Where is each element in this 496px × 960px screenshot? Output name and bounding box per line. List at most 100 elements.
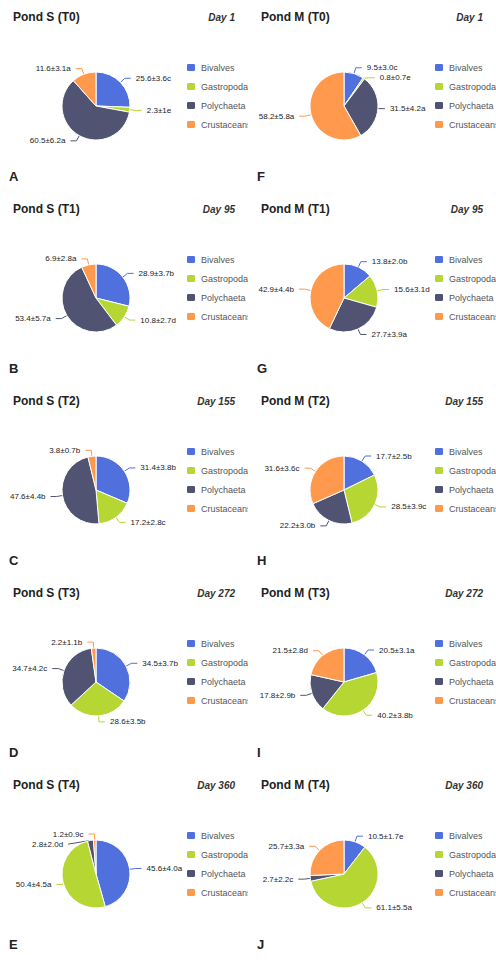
svg-text:Polychaeta: Polychaeta — [201, 869, 246, 879]
svg-text:Bivalves: Bivalves — [201, 447, 235, 457]
svg-text:G: G — [257, 361, 267, 376]
svg-text:17.7±2.5b: 17.7±2.5b — [376, 452, 412, 461]
svg-text:Pond S (T4): Pond S (T4) — [13, 778, 80, 792]
svg-text:20.5±3.1a: 20.5±3.1a — [379, 646, 415, 655]
svg-text:Gastropoda: Gastropoda — [201, 850, 248, 860]
svg-text:31.4±3.8b: 31.4±3.8b — [140, 463, 176, 472]
svg-text:I: I — [257, 745, 261, 760]
svg-text:Day 95: Day 95 — [203, 204, 236, 215]
svg-text:22.2±3.0b: 22.2±3.0b — [280, 521, 316, 530]
svg-text:Gastropoda: Gastropoda — [201, 274, 248, 284]
svg-text:Crustaceans: Crustaceans — [201, 120, 248, 130]
svg-text:Bivalves: Bivalves — [201, 639, 235, 649]
svg-text:Bivalves: Bivalves — [449, 447, 483, 457]
svg-text:Crustaceans: Crustaceans — [201, 888, 248, 898]
svg-text:Gastropoda: Gastropoda — [449, 82, 496, 92]
svg-text:A: A — [9, 169, 19, 184]
svg-text:Crustaceans: Crustaceans — [449, 120, 496, 130]
svg-text:Crustaceans: Crustaceans — [449, 312, 496, 322]
svg-text:Pond M (T4): Pond M (T4) — [261, 778, 330, 792]
svg-text:Crustaceans: Crustaceans — [201, 504, 248, 514]
svg-text:Polychaeta: Polychaeta — [449, 101, 494, 111]
svg-text:17.2±2.8c: 17.2±2.8c — [131, 518, 166, 527]
svg-text:0.8±0.7e: 0.8±0.7e — [380, 73, 412, 82]
svg-text:2.2±1.1b: 2.2±1.1b — [51, 638, 83, 647]
svg-text:27.7±3.9a: 27.7±3.9a — [371, 330, 407, 339]
svg-text:Pond M (T2): Pond M (T2) — [261, 394, 330, 408]
svg-text:Day 1: Day 1 — [456, 12, 483, 23]
svg-text:B: B — [9, 361, 18, 376]
svg-text:3.8±0.7b: 3.8±0.7b — [49, 446, 81, 455]
svg-text:50.4±4.5a: 50.4±4.5a — [16, 880, 52, 889]
svg-text:1.2±0.9c: 1.2±0.9c — [53, 830, 84, 839]
svg-text:2.8±2.0d: 2.8±2.0d — [32, 840, 63, 849]
svg-text:58.2±5.8a: 58.2±5.8a — [259, 112, 295, 121]
svg-text:Day 360: Day 360 — [197, 780, 235, 791]
svg-text:Polychaeta: Polychaeta — [449, 293, 494, 303]
svg-text:17.8±2.9b: 17.8±2.9b — [260, 691, 296, 700]
svg-text:53.4±5.7a: 53.4±5.7a — [15, 314, 51, 323]
svg-text:15.6±3.1d: 15.6±3.1d — [394, 285, 430, 294]
svg-text:Bivalves: Bivalves — [449, 831, 483, 841]
svg-text:H: H — [257, 553, 266, 568]
svg-text:47.6±4.4b: 47.6±4.4b — [10, 492, 46, 501]
svg-text:Crustaceans: Crustaceans — [201, 696, 248, 706]
svg-text:28.5±3.9c: 28.5±3.9c — [391, 502, 426, 511]
svg-text:Bivalves: Bivalves — [201, 255, 235, 265]
svg-text:40.2±3.8b: 40.2±3.8b — [377, 711, 413, 720]
svg-text:28.6±3.5b: 28.6±3.5b — [110, 717, 146, 726]
svg-text:Polychaeta: Polychaeta — [449, 485, 494, 495]
svg-text:9.5±3.0c: 9.5±3.0c — [367, 63, 398, 72]
svg-text:Day 272: Day 272 — [445, 588, 483, 599]
svg-text:Polychaeta: Polychaeta — [449, 677, 494, 687]
svg-text:Day 272: Day 272 — [197, 588, 235, 599]
svg-text:Bivalves: Bivalves — [201, 63, 235, 73]
svg-text:Polychaeta: Polychaeta — [201, 485, 246, 495]
svg-text:34.5±3.7b: 34.5±3.7b — [142, 659, 178, 668]
svg-text:E: E — [9, 937, 18, 952]
svg-text:C: C — [9, 553, 19, 568]
svg-text:Polychaeta: Polychaeta — [449, 869, 494, 879]
svg-text:Pond M (T1): Pond M (T1) — [261, 202, 330, 216]
svg-text:Polychaeta: Polychaeta — [201, 101, 246, 111]
svg-text:11.6±3.1a: 11.6±3.1a — [36, 64, 71, 73]
svg-text:Bivalves: Bivalves — [201, 831, 235, 841]
svg-text:25.6±3.6c: 25.6±3.6c — [136, 74, 171, 83]
svg-text:Pond M (T3): Pond M (T3) — [261, 586, 330, 600]
svg-text:Pond S (T2): Pond S (T2) — [13, 394, 80, 408]
svg-text:Gastropoda: Gastropoda — [201, 466, 248, 476]
svg-text:31.6±3.6c: 31.6±3.6c — [264, 464, 299, 473]
svg-text:Pond S (T3): Pond S (T3) — [13, 586, 80, 600]
svg-text:Day 155: Day 155 — [197, 396, 235, 407]
svg-text:F: F — [257, 169, 265, 184]
svg-text:25.7±3.3a: 25.7±3.3a — [269, 842, 305, 851]
svg-text:Pond S (T1): Pond S (T1) — [13, 202, 80, 216]
svg-text:Gastropoda: Gastropoda — [201, 82, 248, 92]
svg-text:Bivalves: Bivalves — [449, 63, 483, 73]
svg-text:45.6±4.0a: 45.6±4.0a — [147, 864, 183, 873]
svg-text:J: J — [257, 937, 264, 952]
svg-text:Crustaceans: Crustaceans — [201, 312, 248, 322]
svg-text:13.8±2.0b: 13.8±2.0b — [372, 257, 408, 266]
svg-text:28.9±3.7b: 28.9±3.7b — [139, 269, 175, 278]
svg-text:Polychaeta: Polychaeta — [201, 677, 246, 687]
svg-text:Day 155: Day 155 — [445, 396, 483, 407]
svg-text:Polychaeta: Polychaeta — [201, 293, 246, 303]
svg-text:D: D — [9, 745, 18, 760]
svg-text:Day 360: Day 360 — [445, 780, 483, 791]
svg-text:Bivalves: Bivalves — [449, 639, 483, 649]
svg-text:Gastropoda: Gastropoda — [449, 466, 496, 476]
svg-text:21.5±2.8d: 21.5±2.8d — [272, 646, 308, 655]
svg-text:42.9±4.4b: 42.9±4.4b — [258, 285, 294, 294]
svg-text:61.1±5.5a: 61.1±5.5a — [376, 903, 412, 912]
svg-text:31.5±4.2a: 31.5±4.2a — [390, 104, 426, 113]
svg-text:Crustaceans: Crustaceans — [449, 696, 496, 706]
svg-text:60.5±6.2a: 60.5±6.2a — [30, 136, 66, 145]
svg-text:Pond M (T0): Pond M (T0) — [261, 10, 330, 24]
svg-text:Pond S (T0): Pond S (T0) — [13, 10, 80, 24]
svg-text:Gastropoda: Gastropoda — [449, 850, 496, 860]
svg-text:Gastropoda: Gastropoda — [449, 274, 496, 284]
svg-text:Bivalves: Bivalves — [449, 255, 483, 265]
svg-text:2.7±2.2c: 2.7±2.2c — [263, 875, 294, 884]
svg-text:6.9±2.8a: 6.9±2.8a — [45, 254, 77, 263]
